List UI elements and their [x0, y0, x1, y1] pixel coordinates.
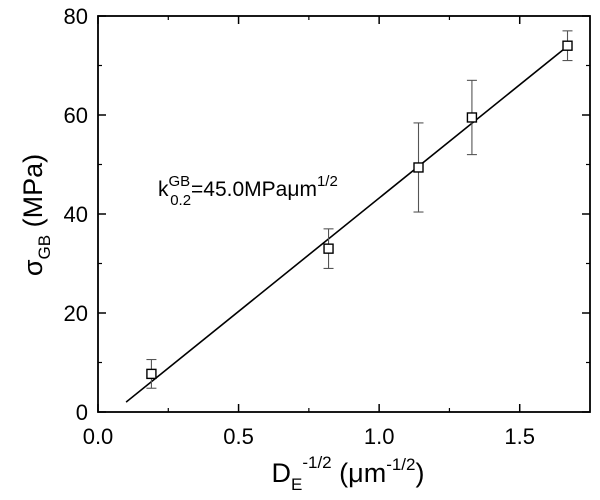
- y-tick-label: 60: [64, 103, 88, 128]
- data-point: [146, 368, 157, 380]
- data-point: [323, 243, 334, 254]
- x-tick-label: 0.0: [83, 424, 114, 449]
- data-point: [466, 112, 478, 123]
- annotation-slope: kGB 0.2=45.0MPaμm1/2: [158, 173, 338, 209]
- y-tick-label: 40: [64, 202, 88, 227]
- x-tick-label: 0.5: [223, 424, 254, 449]
- x-tick-label: 1.0: [364, 424, 395, 449]
- tick-marks: 0.0 0.5 1.0 1.5 0 20 40 60 80: [64, 4, 590, 449]
- x-tick-label: 1.5: [504, 424, 535, 449]
- plot-frame: [97, 15, 591, 413]
- data-series: [125, 30, 573, 403]
- data-point: [413, 162, 424, 173]
- y-axis-label: σGB (MPa): [18, 154, 54, 276]
- y-tick-label: 20: [64, 301, 88, 326]
- fit-line: [125, 45, 569, 403]
- x-axis-label: DE-1/2 (μm-1/2): [272, 453, 425, 494]
- y-tick-label: 0: [76, 400, 88, 425]
- y-tick-label: 80: [64, 4, 88, 29]
- data-point: [562, 40, 573, 51]
